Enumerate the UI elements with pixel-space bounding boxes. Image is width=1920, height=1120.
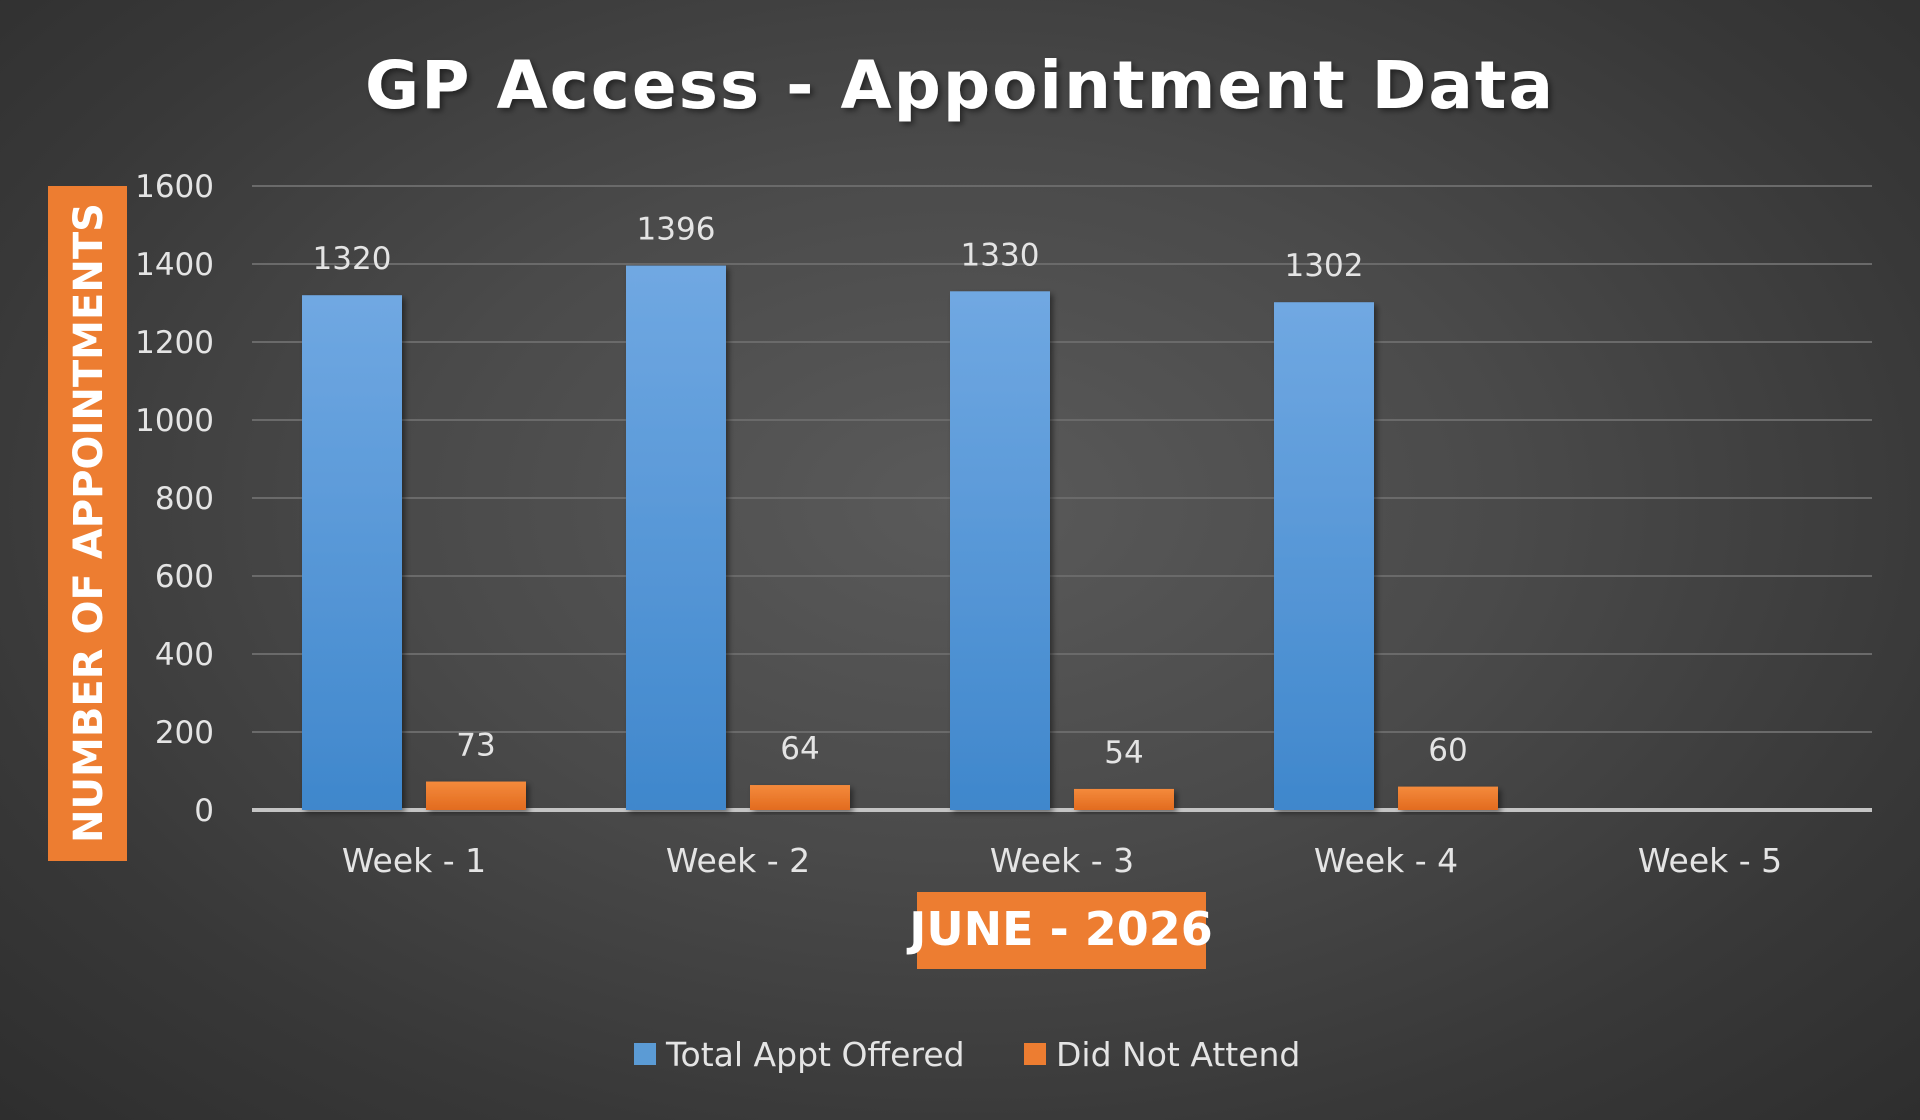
data-label: 54 [1104, 735, 1143, 771]
x-tick-label: Week - 3 [990, 841, 1134, 880]
bars [302, 265, 1498, 810]
data-label: 60 [1428, 733, 1467, 769]
x-tick-label: Week - 2 [666, 841, 810, 880]
x-axis-ticks: Week - 1 Week - 2 Week - 3 Week - 4 Week - 5 [342, 841, 1782, 880]
data-label: 1396 [637, 212, 716, 248]
y-tick-label: 1400 [135, 247, 214, 283]
data-label: 1320 [313, 241, 392, 277]
total-appt-bar [302, 295, 402, 810]
data-label: 73 [456, 728, 495, 764]
x-tick-label: Week - 4 [1314, 841, 1458, 880]
y-axis-title: NUMBER OF APPOINTMENTS [48, 186, 127, 861]
y-axis-ticks: 0 200 400 600 800 1000 1200 1400 1600 [135, 169, 214, 829]
y-tick-label: 1200 [135, 325, 214, 361]
did-not-attend-bar [750, 785, 850, 810]
y-tick-label: 800 [155, 481, 214, 517]
data-label: 1330 [961, 237, 1040, 273]
y-tick-label: 0 [194, 793, 214, 829]
y-tick-label: 200 [155, 715, 214, 751]
legend-swatch [1024, 1043, 1046, 1065]
x-axis-title: JUNE - 2026 [906, 892, 1213, 969]
x-tick-label: Week - 1 [342, 841, 486, 880]
data-label: 1302 [1285, 248, 1364, 284]
legend: Total Appt Offered Did Not Attend [634, 1035, 1300, 1074]
total-appt-bar [1274, 302, 1374, 810]
total-appt-bar [626, 265, 726, 810]
x-axis-title-text: JUNE - 2026 [906, 902, 1213, 956]
x-tick-label: Week - 5 [1638, 841, 1782, 880]
y-axis-title-text: NUMBER OF APPOINTMENTS [66, 203, 112, 843]
x-axis-title-box [917, 892, 1206, 969]
did-not-attend-bar [426, 781, 526, 810]
y-tick-label: 400 [155, 637, 214, 673]
legend-label: Did Not Attend [1056, 1035, 1300, 1074]
did-not-attend-bar [1074, 788, 1174, 810]
data-labels: 1320 73 1396 64 1330 54 1302 60 [313, 212, 1468, 771]
gridlines [252, 185, 1872, 812]
y-tick-label: 1600 [135, 169, 214, 205]
legend-swatch [634, 1043, 656, 1065]
total-appt-bar [950, 291, 1050, 810]
did-not-attend-bar [1398, 786, 1498, 810]
y-tick-label: 600 [155, 559, 214, 595]
chart-title: GP Access - Appointment Data [365, 47, 1555, 124]
data-label: 64 [780, 731, 819, 767]
y-axis-title-box [48, 186, 127, 861]
y-tick-label: 1000 [135, 403, 214, 439]
legend-label: Total Appt Offered [665, 1035, 965, 1074]
